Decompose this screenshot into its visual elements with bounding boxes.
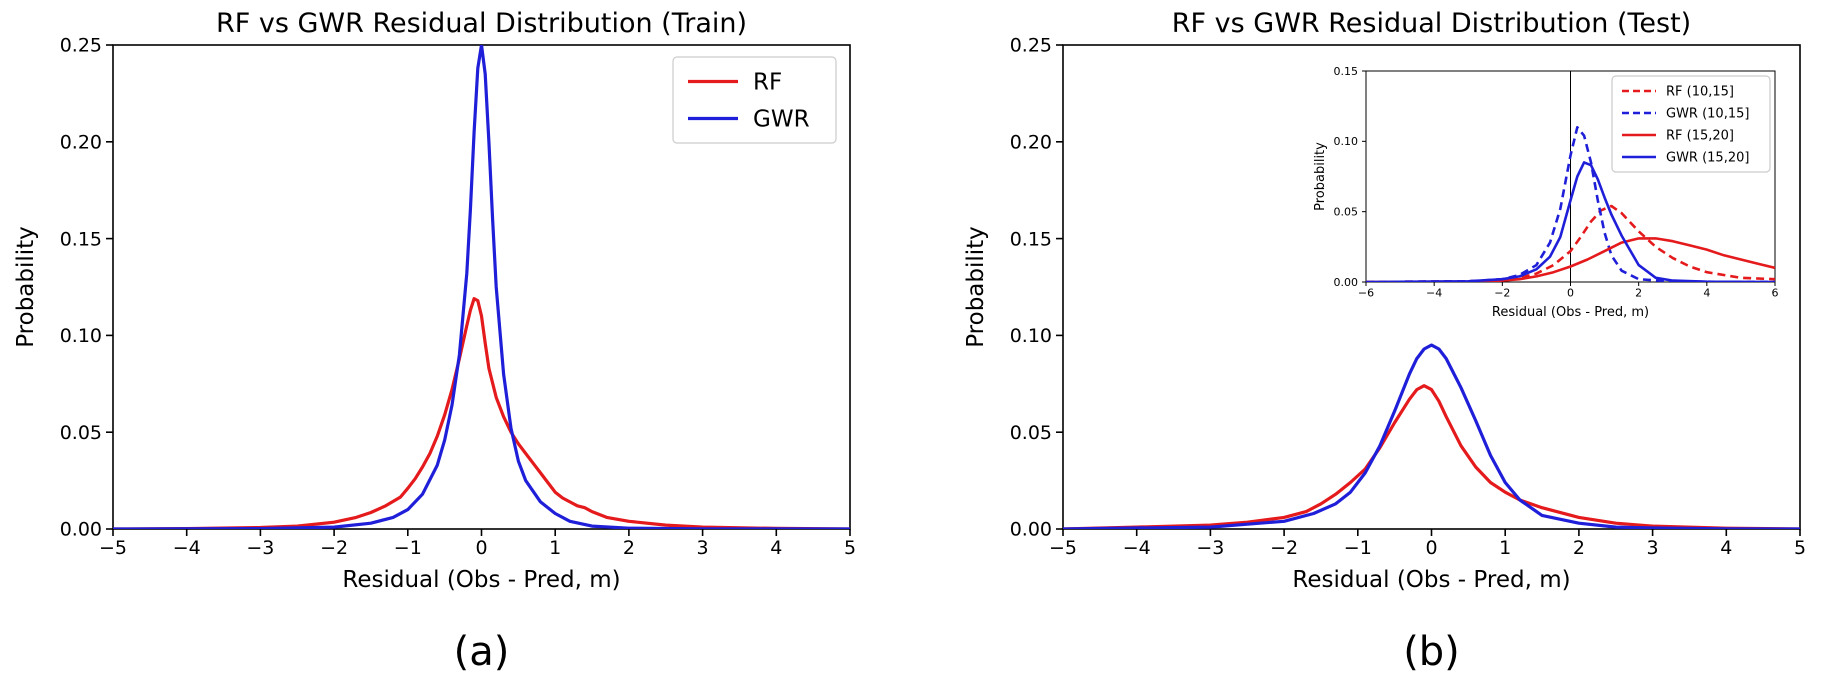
x-tick-label: 3 <box>697 537 709 559</box>
y-tick-label: 0.25 <box>1010 35 1052 57</box>
x-tick-label: −1 <box>1344 537 1372 559</box>
x-axis-label: Residual (Obs - Pred, m) <box>342 567 620 593</box>
x-tick-label: −1 <box>394 537 422 559</box>
inset-x-tick-label: 0 <box>1567 286 1574 299</box>
x-tick-label: 0 <box>1425 537 1437 559</box>
x-tick-label: −3 <box>246 537 274 559</box>
inset-legend-label: RF (15,20] <box>1666 129 1734 144</box>
panel-label: (b) <box>1403 629 1460 675</box>
y-tick-label: 0.05 <box>60 422 102 444</box>
x-tick-label: −4 <box>173 537 201 559</box>
inset-chart: −6 −4 −2 0 2 4 6 0.00 0.05 0.10 0.15 Residual (Obs … <box>1313 65 1779 320</box>
chart-title: RF vs GWR Residual Distribution (Test) <box>1172 8 1691 39</box>
x-tick-label: −5 <box>1049 537 1077 559</box>
y-tick-label: 0.10 <box>1010 325 1052 347</box>
x-tick-label: 1 <box>1499 537 1511 559</box>
x-tick-label: 0 <box>475 537 487 559</box>
x-tick-label: 2 <box>1573 537 1585 559</box>
x-tick-label: 4 <box>1720 537 1732 559</box>
inset-y-tick-label: 0.15 <box>1334 65 1359 78</box>
inset-x-tick-label: 6 <box>1772 286 1779 299</box>
inset-x-tick-label: 2 <box>1635 286 1642 299</box>
y-tick-label: 0.05 <box>1010 422 1052 444</box>
y-tick-label: 0.15 <box>1010 228 1052 250</box>
inset-series-line-rf-15-20 <box>1366 237 1775 282</box>
x-tick-label: 1 <box>549 537 561 559</box>
x-tick-label: 2 <box>623 537 635 559</box>
inset-legend-label: GWR (10,15] <box>1666 107 1749 122</box>
x-axis-label: Residual (Obs - Pred, m) <box>1292 567 1570 593</box>
y-tick-label: 0.00 <box>1010 519 1052 541</box>
inset-y-tick-label: 0.05 <box>1334 206 1359 219</box>
y-axis-label: Probability <box>963 226 989 348</box>
x-tick-label: 5 <box>1794 537 1806 559</box>
chart-title: RF vs GWR Residual Distribution (Train) <box>216 8 747 39</box>
panel-label: (a) <box>454 629 510 675</box>
x-tick-label: −2 <box>1270 537 1298 559</box>
inset-y-tick-label: 0.00 <box>1334 276 1359 289</box>
x-tick-label: −3 <box>1196 537 1224 559</box>
x-tick-label: −5 <box>99 537 127 559</box>
series-line-rf <box>1063 384 1800 529</box>
x-tick-label: −2 <box>320 537 348 559</box>
inset-series-line-gwr-10-15 <box>1366 126 1775 282</box>
inset-y-tick-label: 0.10 <box>1334 135 1359 148</box>
y-tick-label: 0.20 <box>60 131 102 153</box>
y-tick-label: 0.00 <box>60 519 102 541</box>
y-tick-label: 0.25 <box>60 35 102 57</box>
series-line-gwr <box>113 45 850 529</box>
inset-series-line-gwr-15-20 <box>1366 161 1775 282</box>
inset-x-tick-label: 4 <box>1703 286 1710 299</box>
x-tick-label: 4 <box>770 537 782 559</box>
inset-legend-label: GWR (15,20] <box>1666 151 1749 166</box>
y-tick-label: 0.15 <box>60 228 102 250</box>
inset-legend-box <box>1611 75 1771 173</box>
series-line-gwr <box>1063 343 1800 529</box>
chart-panel-train: RF vs GWR Residual Distribution (Train) −… <box>13 8 856 675</box>
legend-label: GWR <box>753 107 810 133</box>
inset-legend-label: RF (10,15] <box>1666 85 1734 100</box>
inset-y-axis-label: Probability <box>1313 142 1328 211</box>
y-axis-label: Probability <box>13 226 39 348</box>
y-tick-label: 0.10 <box>60 325 102 347</box>
series-line-rf <box>113 297 850 529</box>
legend-label: RF <box>753 70 782 96</box>
inset-x-tick-label: −2 <box>1494 286 1510 299</box>
x-tick-label: −4 <box>1123 537 1151 559</box>
chart-panel-test: RF vs GWR Residual Distribution (Test) −5… <box>963 8 1806 675</box>
legend-box <box>672 56 837 144</box>
x-tick-label: 3 <box>1647 537 1659 559</box>
inset-x-tick-label: −4 <box>1426 286 1442 299</box>
inset-x-axis-label: Residual (Obs - Pred, m) <box>1492 305 1649 320</box>
y-tick-label: 0.20 <box>1010 131 1052 153</box>
inset-x-tick-label: −6 <box>1358 286 1374 299</box>
x-tick-label: 5 <box>844 537 856 559</box>
